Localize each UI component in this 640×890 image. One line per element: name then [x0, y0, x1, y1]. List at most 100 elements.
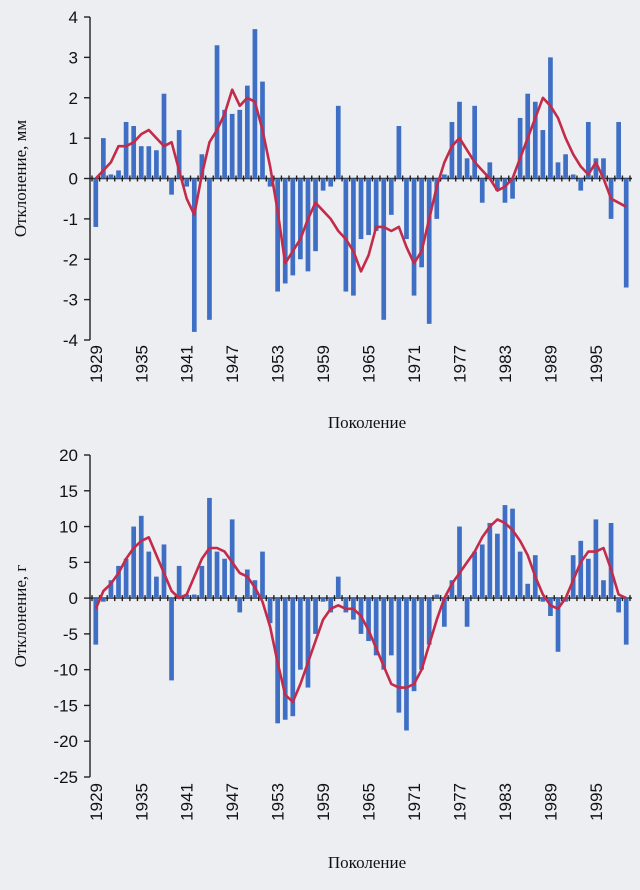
bar — [101, 138, 106, 179]
bar — [457, 526, 462, 599]
y-tick-label: -5 — [63, 625, 78, 644]
y-tick-label: 5 — [69, 553, 78, 572]
bar — [146, 146, 152, 179]
bar — [101, 598, 106, 602]
bar — [510, 508, 515, 599]
bar — [464, 598, 470, 627]
bar — [502, 505, 508, 599]
x-tick-label: 1965 — [360, 783, 379, 821]
bar — [93, 178, 99, 227]
bar — [426, 178, 432, 324]
bar — [343, 598, 349, 613]
bar — [517, 117, 523, 179]
x-tick-label: 1959 — [314, 783, 333, 821]
bar — [123, 121, 129, 179]
x-tick-label: 1971 — [405, 345, 424, 383]
x-tick-label: 1935 — [132, 783, 151, 821]
bar — [495, 178, 500, 191]
y-tick-label: 2 — [69, 89, 78, 108]
bar — [366, 178, 371, 236]
y-tick-label: -4 — [63, 331, 78, 350]
bar — [366, 598, 371, 642]
bar — [116, 565, 121, 599]
bar — [555, 598, 561, 652]
bar — [199, 154, 205, 179]
bar — [191, 594, 197, 599]
bar — [176, 565, 182, 599]
bar — [419, 178, 424, 268]
x-tick-label: 1971 — [405, 783, 424, 821]
x-axis-title: Поколение — [328, 413, 406, 432]
bar — [176, 130, 182, 179]
bar — [335, 576, 341, 599]
bar — [207, 178, 212, 320]
x-tick-label: 1953 — [269, 783, 288, 821]
bar — [479, 178, 485, 203]
y-tick-label: -10 — [53, 661, 78, 680]
bar — [449, 121, 455, 179]
bar — [525, 583, 531, 599]
bar — [320, 178, 326, 191]
bar — [472, 105, 478, 179]
bar — [260, 551, 265, 599]
bar — [472, 551, 478, 599]
bar — [388, 178, 394, 215]
bar — [532, 101, 538, 179]
bar — [131, 526, 137, 599]
x-tick-label: 1929 — [87, 783, 106, 821]
bar — [184, 594, 190, 599]
bar — [328, 178, 334, 187]
x-tick-label: 1989 — [541, 783, 560, 821]
bar — [578, 540, 584, 599]
bar — [578, 178, 584, 191]
y-tick-label: 10 — [59, 518, 78, 537]
bar — [593, 158, 599, 179]
bar — [555, 162, 561, 179]
x-axis-title: Поколение — [328, 853, 406, 872]
y-tick-label: -20 — [53, 732, 78, 751]
bar — [585, 558, 591, 599]
x-tick-label: 1983 — [496, 345, 515, 383]
bar — [623, 178, 629, 288]
bar — [229, 519, 235, 599]
bar — [388, 598, 394, 656]
bar — [510, 178, 515, 199]
bar — [275, 178, 280, 292]
bar — [434, 594, 440, 599]
bar — [411, 598, 417, 692]
bar — [313, 178, 318, 252]
y-tick-label: -2 — [63, 250, 78, 269]
bar — [404, 178, 409, 240]
bar — [214, 45, 220, 179]
bar — [169, 598, 174, 681]
bar — [123, 558, 129, 599]
bar — [267, 598, 273, 624]
bar — [328, 598, 334, 613]
bar — [479, 544, 485, 599]
y-tick-label: -25 — [53, 768, 78, 787]
bar — [108, 174, 114, 179]
y-tick-label: 0 — [69, 170, 78, 189]
bar — [244, 85, 250, 179]
bar — [495, 533, 500, 599]
bar — [487, 522, 493, 599]
bar — [305, 178, 311, 272]
bar — [616, 598, 621, 613]
bar — [396, 126, 402, 179]
bar — [229, 113, 235, 179]
y-axis-title: Отклонение, мм — [11, 120, 30, 238]
bar — [343, 178, 349, 292]
bar — [434, 178, 440, 219]
bar — [585, 121, 591, 179]
bar — [131, 126, 137, 179]
bar — [214, 551, 220, 599]
bar — [313, 598, 318, 634]
chart-2: 20 15 10 5 0 -5 -10 -15 -20 -25 1929 1935 1941 1947 19… — [11, 446, 632, 872]
x-tick-label: 1995 — [587, 345, 606, 383]
bar — [464, 158, 470, 179]
y-tick-label: 3 — [69, 48, 78, 67]
bar — [548, 598, 553, 616]
bar — [563, 154, 568, 179]
x-tick-label: 1941 — [178, 345, 197, 383]
bar — [108, 580, 114, 599]
